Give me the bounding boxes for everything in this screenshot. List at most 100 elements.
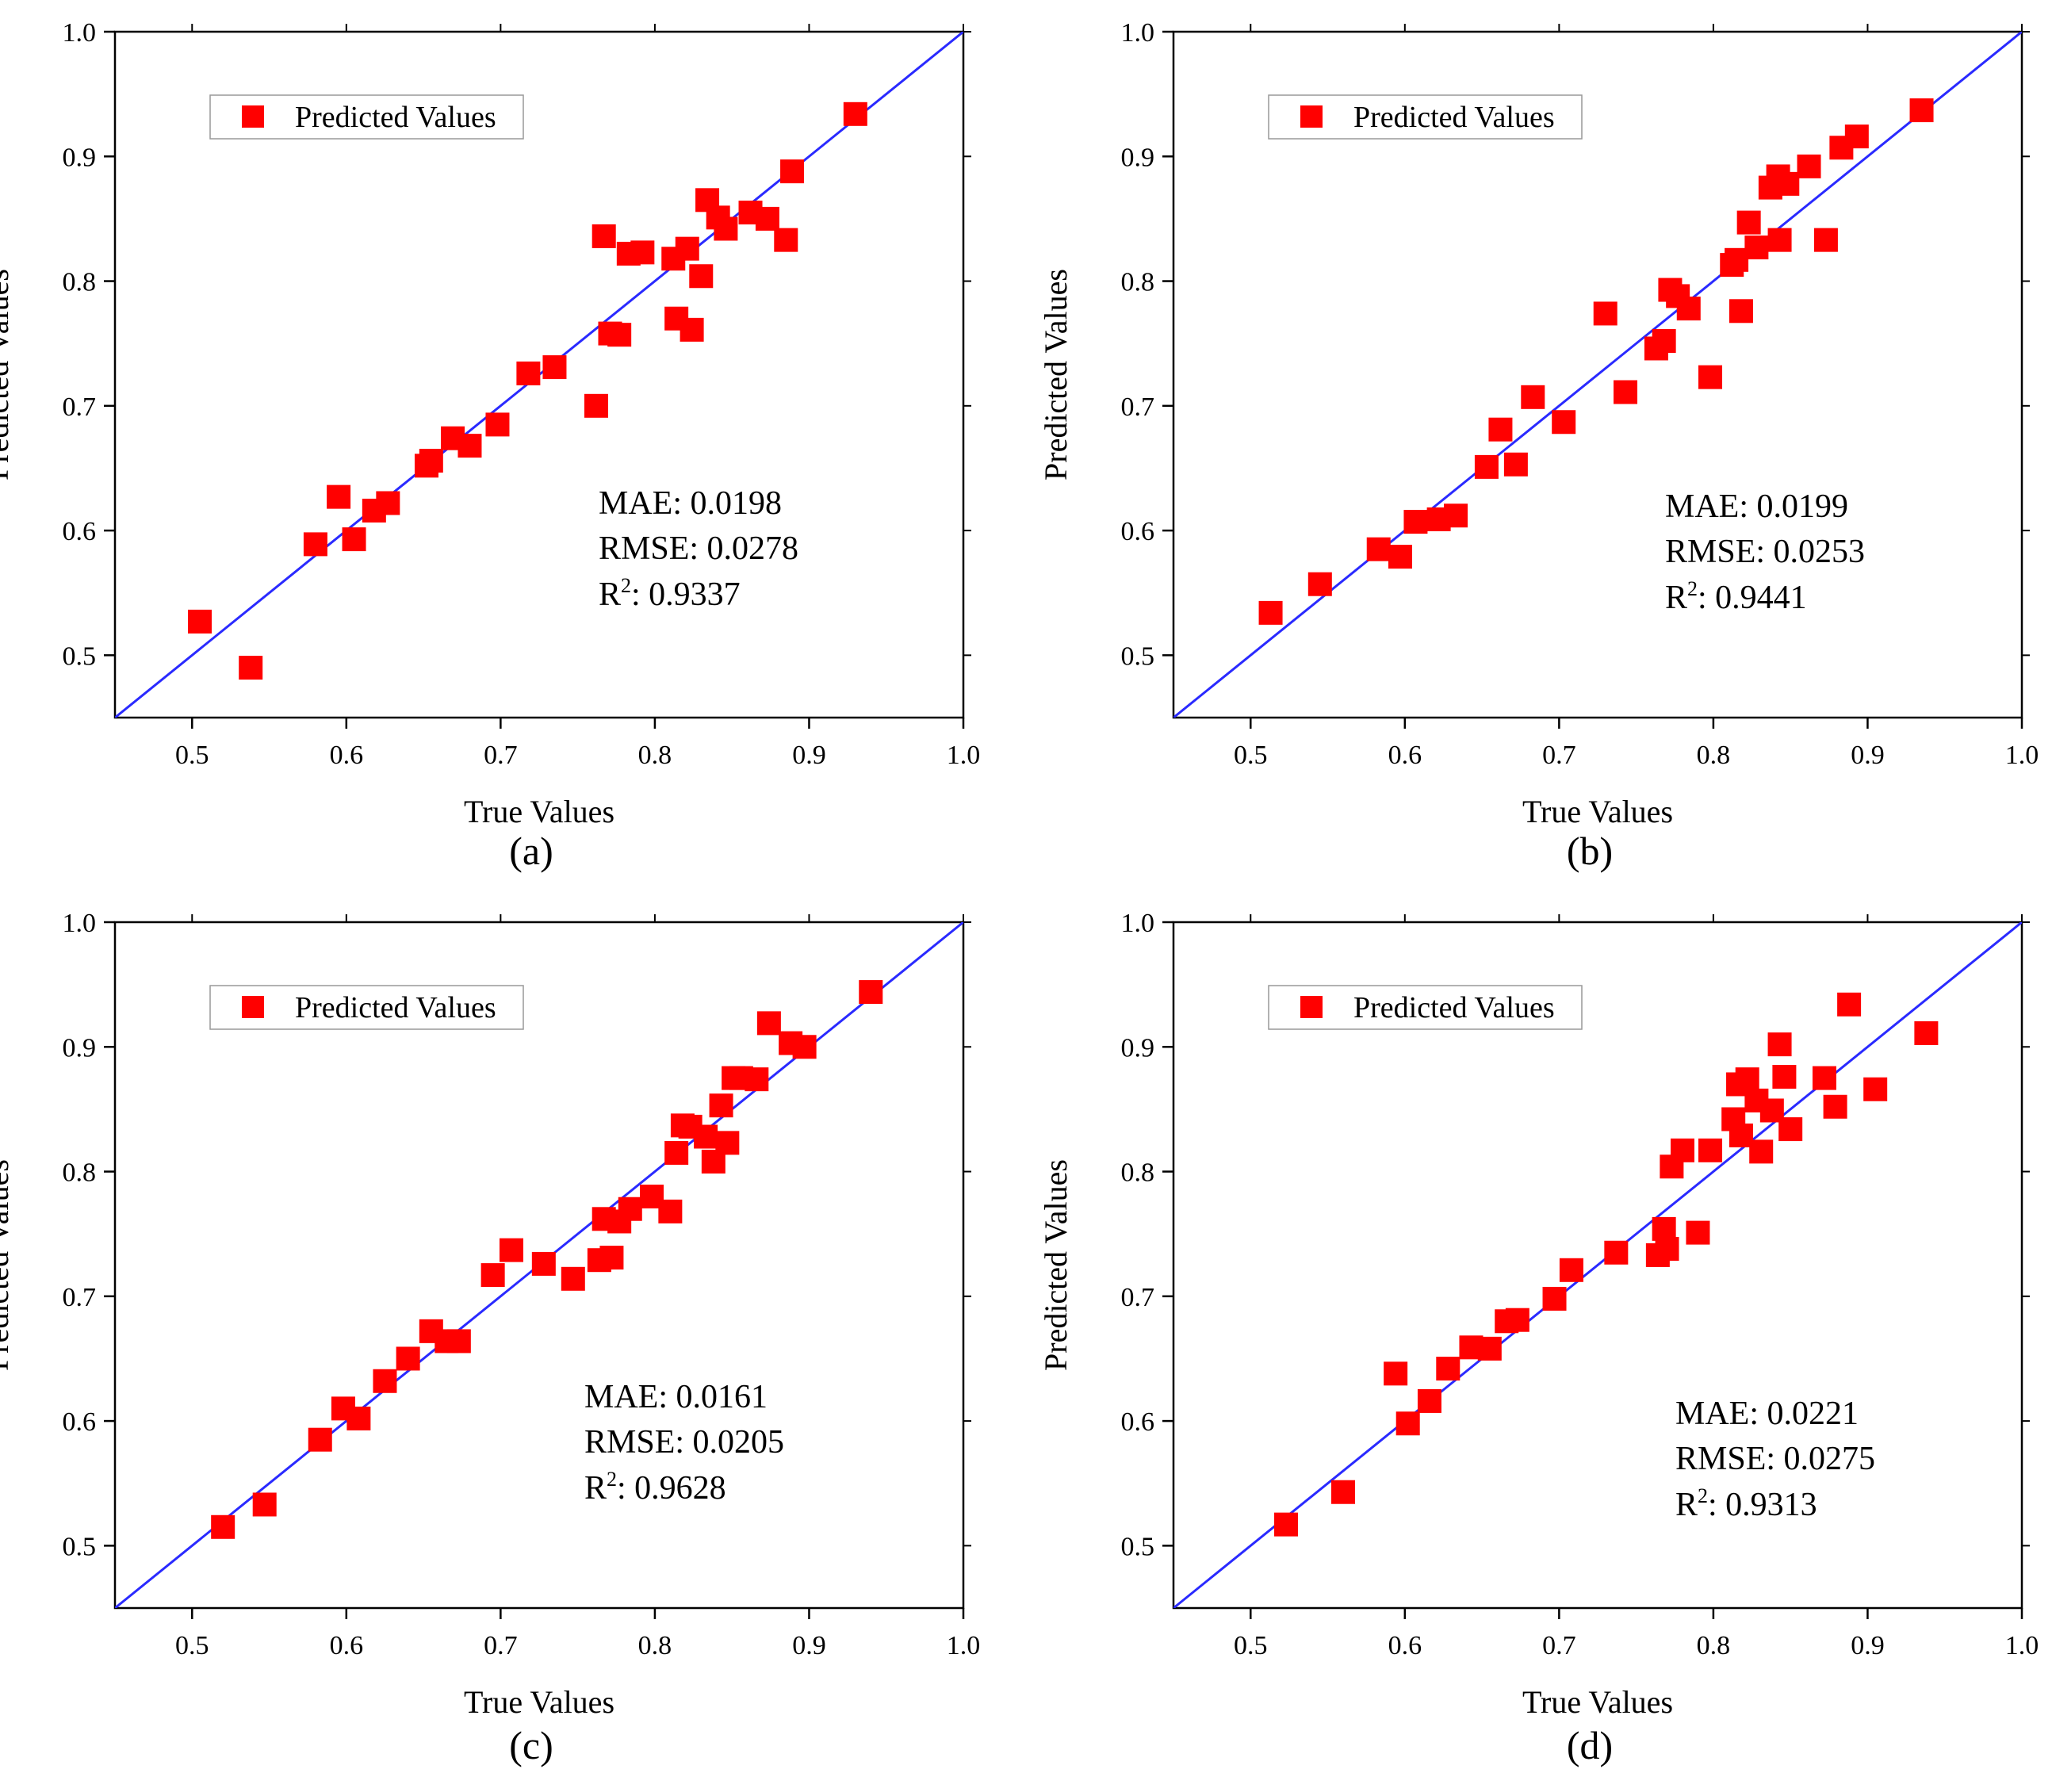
chart-panel-c: 0.5 0.6 0.7 0.8 0.9 1.0 0.5 0.6 0.7 0.8 0.9 1.0 True… [0, 909, 980, 1767]
legend-marker [242, 996, 264, 1018]
metrics-annotation: MAE: 0.0161 RMSE: 0.0205 R2: 0.9628 [584, 1379, 784, 1507]
data-point [774, 228, 798, 252]
data-point [342, 527, 366, 552]
x-tick-label: 0.9 [792, 741, 826, 770]
data-point [373, 1369, 397, 1393]
plot-frame [1172, 921, 2023, 1610]
y-tick-label: 0.5 [63, 641, 97, 671]
data-point [327, 484, 351, 509]
panel-caption: (d) [1567, 1723, 1613, 1767]
data-point [239, 656, 263, 680]
y-tick-label: 0.8 [1121, 268, 1155, 297]
y-tick-label: 1.0 [1121, 909, 1155, 938]
data-point [859, 980, 883, 1005]
data-point [1767, 1032, 1792, 1057]
y-axis-title: Predicted Values [1038, 1159, 1074, 1371]
data-point [1676, 297, 1701, 321]
data-point [1395, 1411, 1420, 1436]
data-point [1307, 572, 1332, 596]
data-point [756, 1011, 781, 1036]
data-point [1812, 1066, 1836, 1090]
data-point [1436, 1357, 1461, 1381]
r2-superscript: 2 [1698, 1484, 1708, 1507]
x-tick-label: 0.5 [1234, 1631, 1268, 1660]
data-point [1366, 537, 1391, 561]
identity-line [1173, 32, 2022, 718]
x-tick-label: 0.8 [638, 741, 672, 770]
y-tick-label: 0.6 [63, 517, 97, 546]
legend-marker [1300, 996, 1323, 1018]
r2-value: : 0.9628 [617, 1470, 726, 1507]
data-point [419, 449, 443, 473]
x-tick-label: 0.7 [1542, 1631, 1576, 1660]
x-tick-label: 0.6 [330, 741, 364, 770]
x-tick-label: 0.5 [175, 1631, 209, 1660]
data-point [599, 1246, 624, 1270]
x-tick-label: 0.7 [1542, 741, 1576, 770]
data-point [1686, 1220, 1710, 1245]
data-point [1698, 365, 1723, 389]
chart-panel-b: 0.5 0.6 0.7 0.8 0.9 1.0 0.5 0.6 0.7 0.8 0.9 1.0 True… [1038, 18, 2039, 873]
y-tick-label: 0.8 [1121, 1158, 1155, 1188]
data-point [1274, 1512, 1299, 1537]
data-point [1559, 1258, 1583, 1282]
panel-caption: (a) [509, 829, 553, 873]
y-tick-label: 0.8 [63, 268, 97, 297]
data-point [1775, 171, 1800, 196]
data-point [680, 317, 704, 342]
x-tick-label: 0.6 [1388, 741, 1422, 770]
data-point [1652, 329, 1676, 354]
y-axis-title: Predicted Values [0, 269, 15, 481]
mae-text: MAE: 0.0198 [599, 485, 782, 522]
legend-label: Predicted Values [1353, 991, 1555, 1024]
r2-superscript: 2 [607, 1468, 617, 1491]
data-point [792, 1035, 817, 1059]
panel-caption: (c) [509, 1723, 553, 1767]
r2-superscript: 2 [621, 574, 631, 597]
data-point [499, 1238, 523, 1262]
y-axis-title: Predicted Values [0, 1159, 15, 1371]
data-point [1403, 510, 1428, 534]
legend: Predicted Values [209, 94, 524, 140]
data-point [531, 1251, 556, 1276]
plot-frame [113, 30, 965, 719]
data-point [689, 264, 714, 289]
data-point [457, 434, 482, 458]
data-point [1388, 545, 1412, 569]
y-tick-label: 0.7 [63, 1283, 97, 1312]
data-point [376, 491, 400, 515]
x-tick-label: 0.9 [1851, 1631, 1885, 1660]
rmse-text: RMSE: 0.0278 [599, 530, 798, 567]
r2-text: R2: 0.9628 [584, 1468, 726, 1507]
x-axis-title: True Values [464, 1684, 614, 1720]
data-point [1444, 504, 1468, 528]
data-point [1736, 210, 1761, 235]
data-point [1863, 1077, 1888, 1101]
x-tick-label: 1.0 [2005, 741, 2039, 770]
metrics-annotation: MAE: 0.0198 RMSE: 0.0278 R2: 0.9337 [599, 485, 798, 613]
data-point [1503, 452, 1528, 477]
data-point [1604, 1240, 1629, 1265]
y-axis-title: Predicted Values [1038, 269, 1074, 481]
y-tick-label: 0.9 [1121, 143, 1155, 172]
r2-value: : 0.9441 [1698, 580, 1807, 616]
x-tick-label: 0.8 [1697, 1631, 1731, 1660]
x-axis-title: True Values [1522, 1684, 1673, 1720]
data-point [658, 1199, 683, 1223]
data-point [480, 1263, 505, 1288]
x-axis-title: True Values [464, 794, 614, 829]
data-point [714, 216, 738, 241]
data-point [252, 1492, 277, 1517]
metrics-annotation: MAE: 0.0199 RMSE: 0.0253 R2: 0.9441 [1665, 488, 1865, 616]
data-point [446, 1329, 471, 1354]
y-tick-label: 0.6 [63, 1407, 97, 1437]
data-point [1767, 228, 1792, 252]
data-point [542, 355, 567, 380]
data-point [188, 609, 212, 634]
data-point [694, 1124, 718, 1149]
x-tick-label: 0.6 [330, 1631, 364, 1660]
data-point [1477, 1336, 1502, 1361]
identity-line [1173, 922, 2022, 1608]
